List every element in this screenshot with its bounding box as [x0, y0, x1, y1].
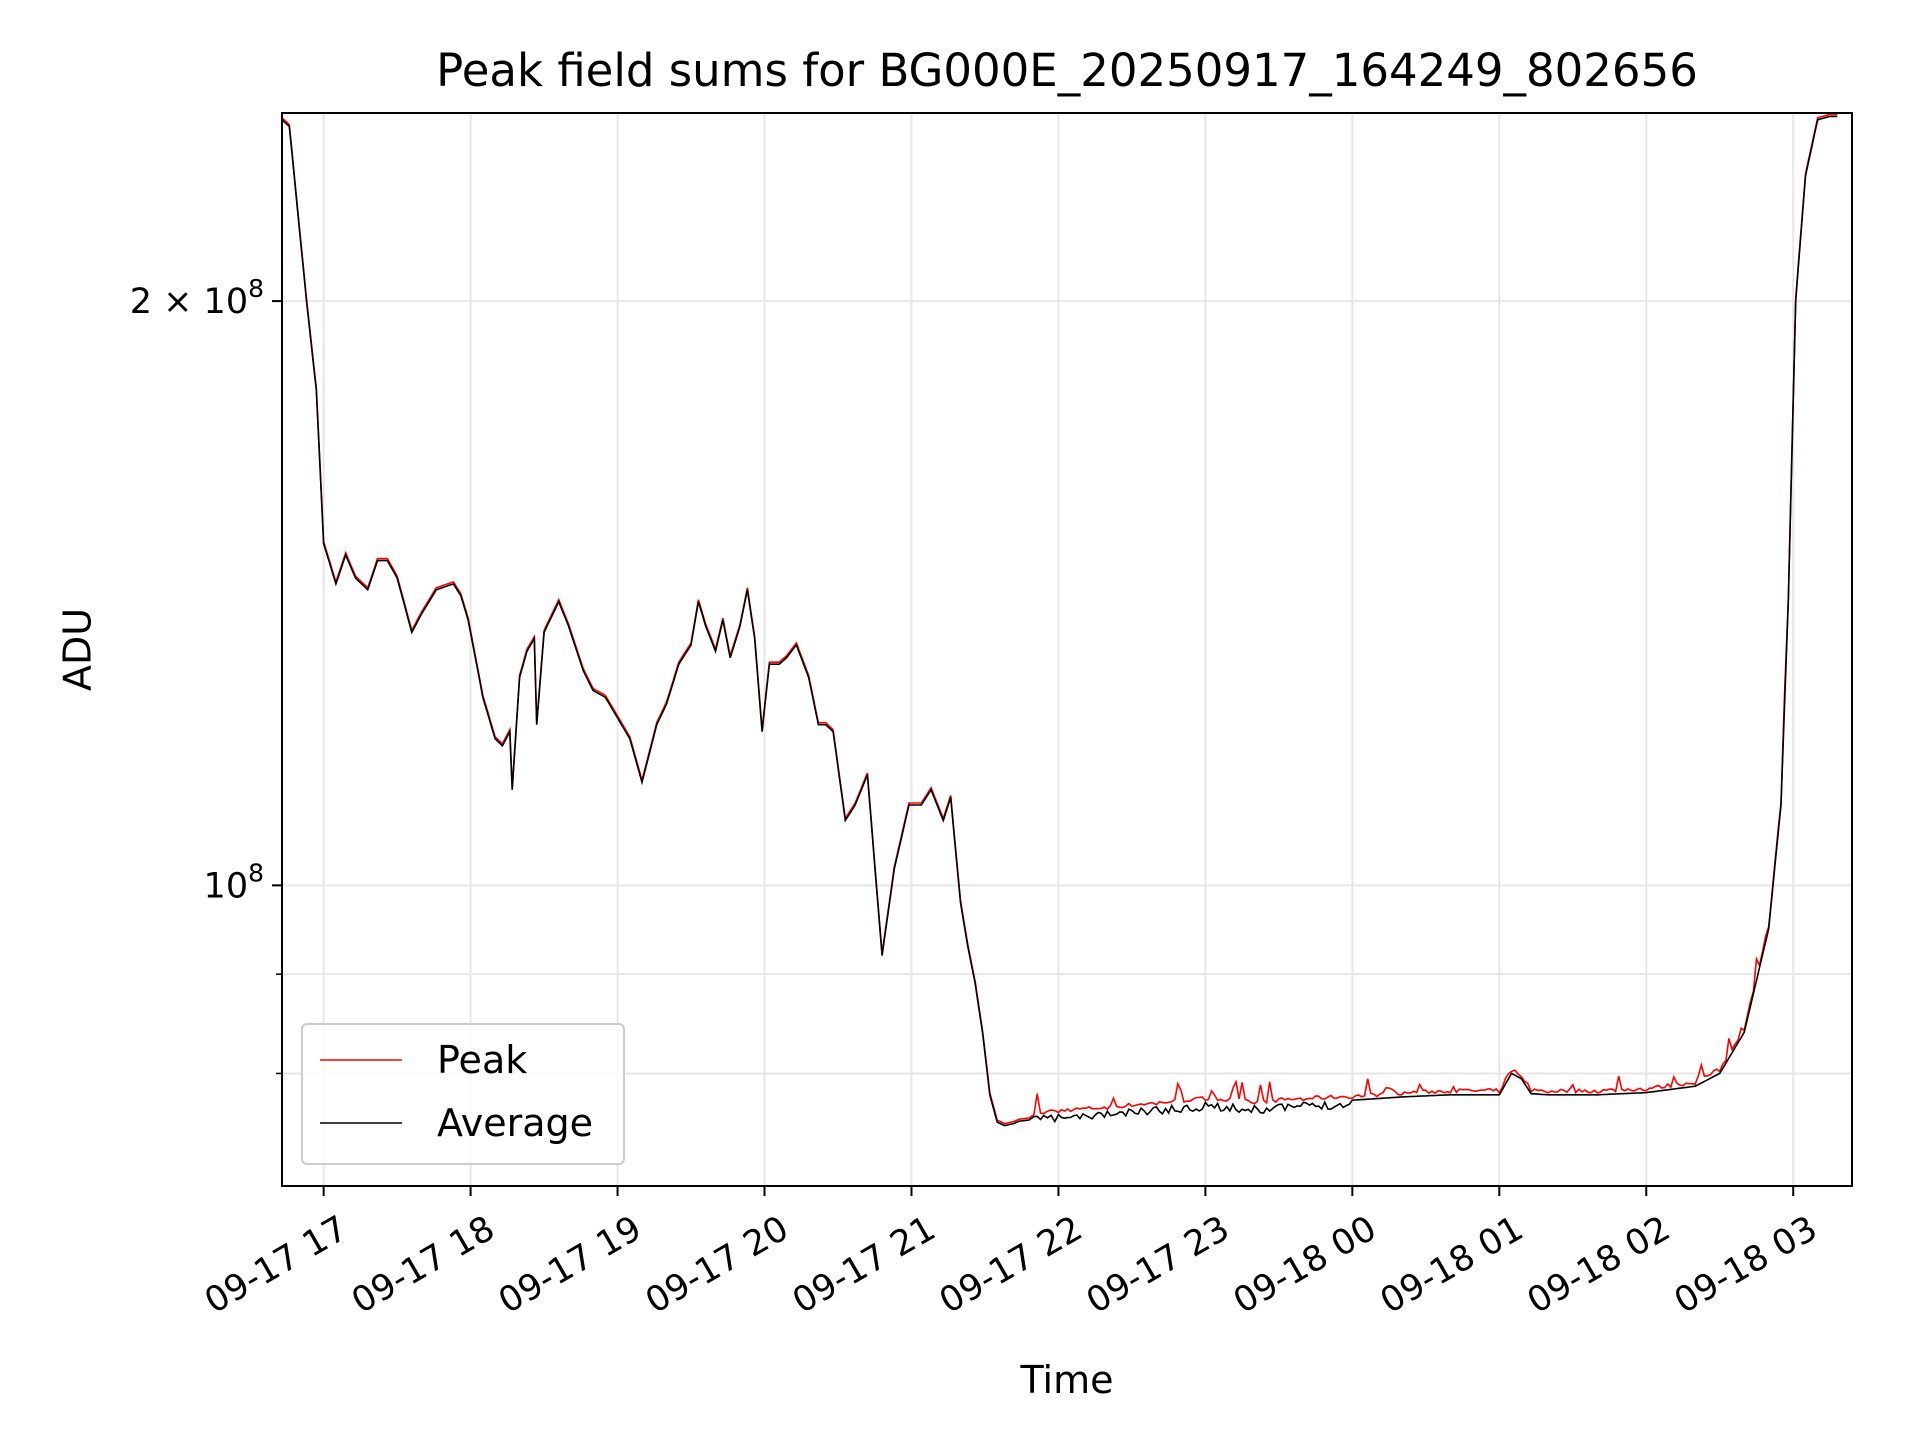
y-tick-base: 2 × 10	[130, 282, 248, 322]
y-tick-exponent: 8	[248, 274, 264, 303]
chart-title: Peak field sums for BG000E_20250917_1642…	[436, 44, 1698, 97]
x-axis-label: Time	[1020, 1358, 1114, 1402]
y-tick-base: 10	[204, 866, 249, 906]
series-layer	[282, 113, 1838, 1127]
y-tick-label: 108	[204, 858, 264, 906]
legend: Peak Average	[301, 1023, 625, 1165]
legend-box	[301, 1023, 625, 1165]
y-tick-label: 2 × 108	[130, 274, 264, 322]
y-axis-label: ADU	[56, 608, 100, 691]
series-line-peak	[282, 113, 1838, 1125]
legend-label-peak: Peak	[437, 1038, 527, 1082]
grid	[282, 113, 1852, 1186]
y-tick-exponent: 8	[248, 858, 264, 887]
legend-label-average: Average	[437, 1101, 593, 1145]
plot-frame	[281, 112, 1853, 1187]
series-line-average	[282, 115, 1838, 1127]
